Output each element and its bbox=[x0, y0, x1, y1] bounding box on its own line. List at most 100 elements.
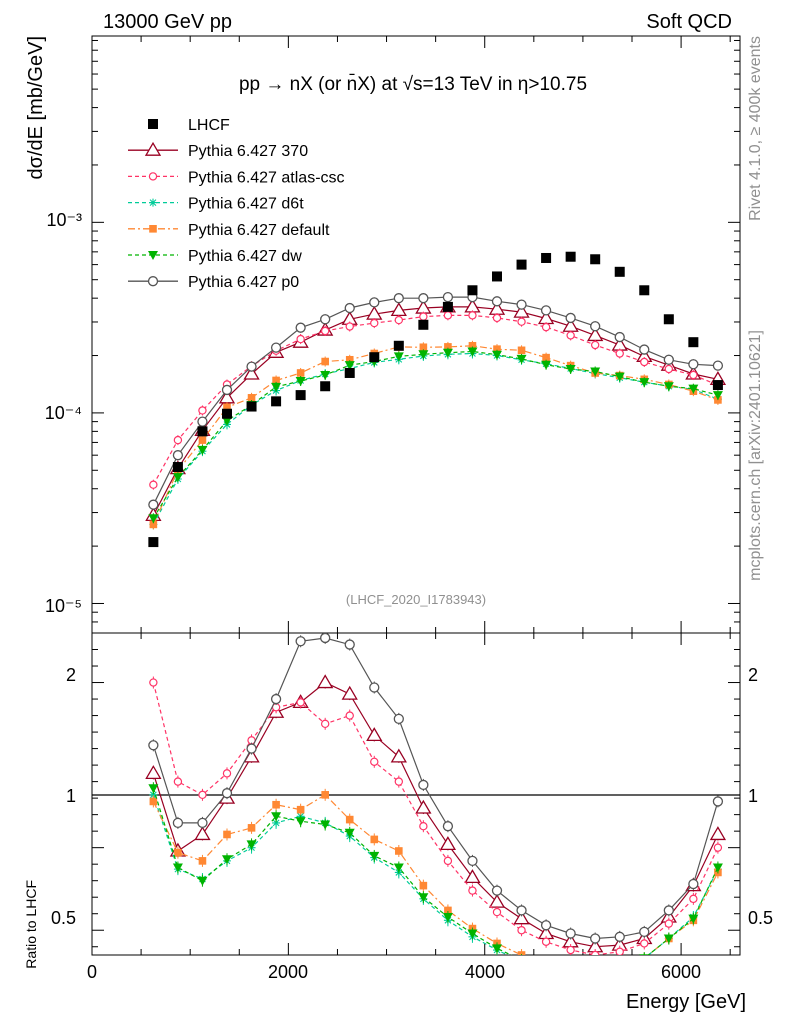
point-pythia-6-427-p0 bbox=[639, 344, 650, 355]
ratio-point-pythia-6-427-dw bbox=[172, 863, 183, 873]
point-pythia-6-427-dw bbox=[320, 371, 331, 381]
ratio-point-pythia-6-427-default bbox=[591, 968, 599, 976]
ytick-main-1e-5: 10⁻⁵ bbox=[45, 596, 82, 616]
ratio-point-pythia-6-427-dw bbox=[271, 812, 282, 822]
ratio-point-pythia-6-427-dw bbox=[295, 817, 306, 827]
ratio-point-pythia-6-427-dw bbox=[148, 784, 159, 794]
point-pythia-6-427-atlas-csc bbox=[198, 406, 207, 415]
data-point-lhcf bbox=[148, 537, 159, 548]
point-pythia-6-427-default bbox=[296, 369, 305, 377]
ratio-point-pythia-6-427-atlas-csc bbox=[689, 894, 698, 904]
point-pythia-6-427-p0 bbox=[540, 305, 552, 316]
ratio-point-pythia-6-427-atlas-csc bbox=[443, 856, 453, 866]
point-pythia-6-427-p0 bbox=[197, 416, 208, 427]
point-pythia-6-427-p0 bbox=[442, 291, 454, 303]
point-pythia-6-427-dw bbox=[614, 372, 625, 382]
series-line-pythia-6-427-dw bbox=[152, 350, 719, 519]
point-pythia-6-427-dw bbox=[688, 384, 699, 394]
point-pythia-6-427-p0 bbox=[295, 322, 306, 333]
point-pythia-6-427-default bbox=[272, 376, 280, 385]
point-pythia-6-427-dw bbox=[344, 361, 355, 371]
point-pythia-6-427-atlas-csc bbox=[296, 334, 305, 344]
point-pythia-6-427-default bbox=[345, 355, 354, 364]
ratio-point-pythia-6-427-default bbox=[616, 963, 624, 971]
point-pythia-6-427-p0 bbox=[418, 293, 429, 304]
point-pythia-6-427-dw bbox=[172, 473, 183, 483]
ratio-point-pythia-6-427-p0 bbox=[565, 928, 576, 939]
ratio-point-pythia-6-427-default bbox=[345, 815, 354, 824]
data-point-lhcf bbox=[344, 367, 355, 378]
header-right: Soft QCD bbox=[646, 11, 732, 33]
point-pythia-6-427-p0 bbox=[270, 342, 282, 353]
ratio-point-pythia-6-427-d6t bbox=[518, 958, 526, 966]
ratio-point-pythia-6-427-dw bbox=[320, 820, 331, 830]
point-pythia-6-427-default bbox=[517, 346, 526, 355]
data-point-lhcf bbox=[222, 408, 232, 419]
point-pythia-6-427-p0 bbox=[344, 302, 355, 314]
point-pythia-6-427-dw bbox=[467, 347, 478, 357]
point-pythia-6-427-atlas-csc bbox=[419, 312, 428, 321]
point-pythia-6-427-dw bbox=[197, 445, 208, 455]
ratio-point-pythia-6-427-dw bbox=[615, 963, 625, 972]
ratio-line-pythia-6-427-p0 bbox=[152, 637, 719, 940]
ratio-point-pythia-6-427-default bbox=[395, 847, 403, 855]
ratio-point-pythia-6-427-default bbox=[517, 951, 526, 955]
ratio-point-pythia-6-427-370 bbox=[145, 765, 162, 780]
point-pythia-6-427-dw bbox=[663, 382, 674, 392]
legend-marker-pythia-6-427-atlas-csc bbox=[148, 172, 158, 181]
ratio-point-pythia-6-427-dw bbox=[517, 956, 527, 965]
main-series-layer bbox=[145, 251, 727, 548]
point-pythia-6-427-dw bbox=[393, 352, 404, 362]
legend-marker-pythia-6-427-p0 bbox=[147, 276, 159, 287]
point-pythia-6-427-dw bbox=[590, 367, 601, 377]
data-point-lhcf bbox=[516, 259, 527, 270]
chart-title: pp → nX (or n̄X) at √s=13 TeV in η>10.75 bbox=[239, 74, 587, 95]
ytick-ratio-2-left: 2 bbox=[66, 665, 76, 685]
ratio-point-pythia-6-427-default bbox=[321, 791, 329, 799]
ratio-point-pythia-6-427-p0 bbox=[148, 740, 159, 751]
data-point-lhcf bbox=[320, 381, 331, 392]
ratio-point-pythia-6-427-p0 bbox=[590, 933, 601, 944]
point-pythia-6-427-p0 bbox=[246, 361, 257, 372]
mcplots-label: mcplots.cern.ch [arXiv:2401.10621] bbox=[747, 330, 764, 581]
ratio-point-pythia-6-427-dw bbox=[590, 966, 600, 975]
ratio-point-pythia-6-427-atlas-csc bbox=[173, 777, 183, 786]
series-line-pythia-6-427-atlas-csc bbox=[152, 314, 719, 485]
ratio-point-pythia-6-427-370 bbox=[439, 836, 457, 851]
ratio-point-pythia-6-427-dw bbox=[222, 855, 232, 865]
xtick-4000: 4000 bbox=[465, 962, 505, 982]
ratio-point-pythia-6-427-dw bbox=[541, 963, 551, 972]
ratio-point-pythia-6-427-p0 bbox=[393, 713, 404, 725]
data-point-lhcf bbox=[442, 301, 453, 312]
point-pythia-6-427-default bbox=[493, 345, 501, 353]
ratio-point-pythia-6-427-dw bbox=[369, 851, 380, 861]
xtick-6000: 6000 bbox=[661, 962, 701, 982]
ratio-line-pythia-6-427-d6t bbox=[152, 794, 719, 955]
ratio-point-pythia-6-427-atlas-csc bbox=[590, 950, 600, 955]
ratio-point-pythia-6-427-370 bbox=[709, 826, 727, 841]
data-point-lhcf bbox=[467, 285, 478, 296]
data-point-lhcf bbox=[688, 337, 699, 348]
ratio-point-pythia-6-427-default bbox=[174, 848, 182, 857]
data-point-lhcf bbox=[246, 401, 257, 412]
legend-label-pythia-6-427-default: Pythia 6.427 default bbox=[188, 222, 330, 239]
ratio-point-pythia-6-427-370 bbox=[464, 869, 481, 884]
point-pythia-6-427-atlas-csc bbox=[370, 318, 379, 328]
data-point-lhcf bbox=[663, 314, 674, 325]
point-pythia-6-427-atlas-csc bbox=[394, 315, 404, 325]
ratio-point-pythia-6-427-atlas-csc bbox=[198, 790, 207, 800]
ratio-point-pythia-6-427-dw bbox=[467, 929, 478, 939]
y-axis-label-ratio: Ratio to LHCF bbox=[23, 880, 39, 969]
legend: LHCF Pythia 6.427 370 Pythia 6.427 atlas-c… bbox=[128, 117, 345, 291]
legend-marker-lhcf bbox=[148, 119, 158, 129]
point-pythia-6-427-atlas-csc bbox=[541, 322, 551, 332]
ratio-point-pythia-6-427-d6t bbox=[567, 968, 575, 976]
ratio-point-pythia-6-427-p0 bbox=[246, 743, 257, 754]
point-pythia-6-427-atlas-csc bbox=[590, 340, 600, 350]
point-pythia-6-427-default bbox=[247, 394, 256, 402]
ratio-point-pythia-6-427-default bbox=[567, 964, 575, 972]
ratio-point-pythia-6-427-dw bbox=[418, 893, 429, 903]
ratio-point-pythia-6-427-p0 bbox=[418, 779, 429, 791]
point-pythia-6-427-dw bbox=[712, 391, 723, 401]
point-pythia-6-427-atlas-csc bbox=[320, 326, 330, 336]
